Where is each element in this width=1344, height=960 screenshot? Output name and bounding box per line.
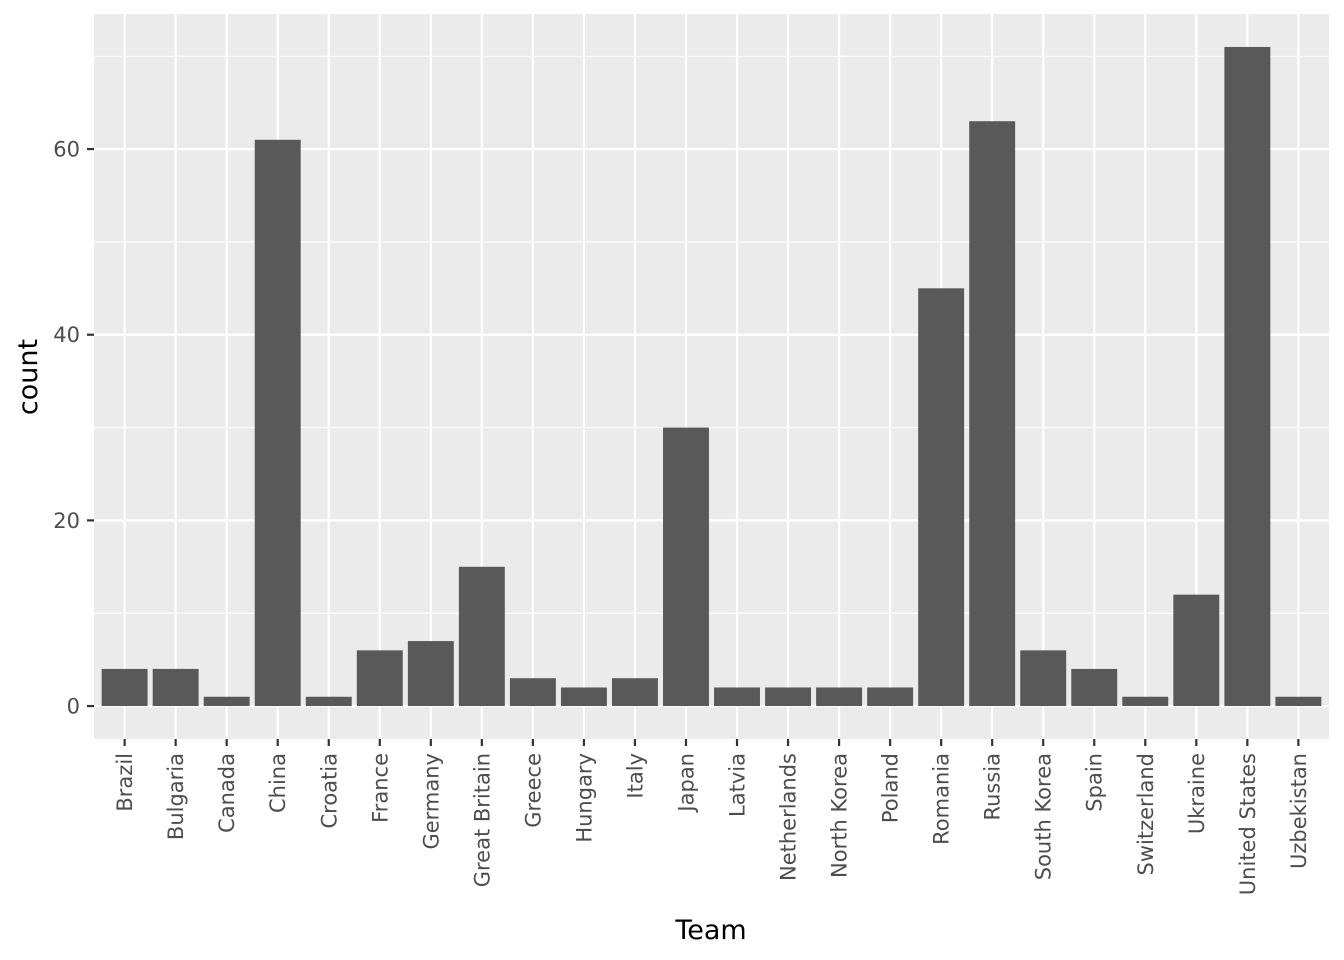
bar-ukraine (1173, 594, 1220, 707)
x-tick-label: Great Britain (470, 753, 494, 887)
x-tick-label: France (368, 753, 392, 823)
bar-bulgaria (152, 668, 199, 707)
bar-italy (611, 678, 658, 707)
x-tick-label: Russia (981, 753, 1005, 821)
x-tick-label: Romania (930, 753, 954, 845)
x-tick-label: Brazil (113, 753, 137, 812)
x-tick-label: Hungary (572, 753, 596, 843)
x-tick-label: Poland (879, 753, 903, 823)
x-tick-label: Ukraine (1185, 753, 1209, 834)
x-tick-label: United States (1236, 753, 1260, 895)
x-tick-label: Bulgaria (164, 753, 188, 840)
bar-netherlands (765, 687, 812, 707)
x-tick-label: Greece (521, 753, 545, 828)
x-axis-title: Team (674, 915, 746, 946)
bar-north-korea (816, 687, 863, 707)
bar-germany (407, 641, 454, 707)
y-tick-label: 40 (53, 323, 80, 347)
y-axis: 0 20 40 60 (53, 138, 94, 719)
x-tick-label: China (266, 753, 290, 813)
bar-croatia (305, 696, 352, 707)
bars (101, 46, 1322, 707)
x-tick-label: North Korea (828, 753, 852, 878)
x-tick-label: Japan (674, 753, 698, 814)
x-tick-label: Canada (215, 753, 239, 833)
bar-poland (867, 687, 914, 707)
x-tick-label: Latvia (726, 753, 750, 817)
x-tick-label: Spain (1083, 753, 1107, 812)
bar-switzerland (1122, 696, 1169, 707)
x-tick-label: South Korea (1032, 753, 1056, 880)
y-tick-label: 20 (53, 509, 80, 533)
x-tick-label: Uzbekistan (1287, 753, 1311, 869)
x-axis: Brazil Bulgaria Canada China Croatia France Ge… (113, 739, 1311, 895)
bar-russia (969, 121, 1016, 707)
bar-france (356, 650, 403, 707)
x-tick-label: Italy (623, 753, 647, 799)
bar-hungary (560, 687, 607, 707)
bar-south-korea (1020, 650, 1067, 707)
x-tick-label: Germany (419, 753, 443, 850)
bar-romania (918, 288, 965, 707)
bar-china (254, 139, 301, 707)
y-axis-title: count (13, 339, 44, 415)
bar-greece (509, 678, 556, 707)
bar-great-britain (458, 566, 505, 707)
y-tick-label: 60 (53, 138, 80, 162)
y-tick-label: 0 (67, 695, 80, 719)
x-tick-label: Croatia (317, 753, 341, 829)
bar-united-states (1224, 46, 1271, 707)
x-tick-label: Netherlands (777, 753, 801, 881)
x-tick-label: Switzerland (1134, 753, 1158, 876)
bar-spain (1071, 668, 1118, 707)
bar-brazil (101, 668, 148, 707)
bar-latvia (714, 687, 760, 707)
bar-canada (203, 696, 250, 707)
bar-uzbekistan (1275, 696, 1322, 707)
bar-japan (663, 427, 709, 707)
